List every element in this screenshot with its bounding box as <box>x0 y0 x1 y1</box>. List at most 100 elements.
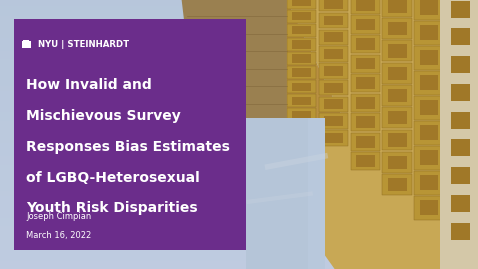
Bar <box>388 89 407 102</box>
Bar <box>319 97 348 112</box>
Bar <box>287 24 316 37</box>
Bar <box>388 22 407 36</box>
Bar <box>292 0 311 6</box>
Bar <box>446 24 476 50</box>
Bar <box>350 94 380 112</box>
Bar <box>319 80 348 95</box>
Bar <box>246 118 308 269</box>
Bar <box>287 66 316 79</box>
Bar <box>420 100 438 115</box>
Bar <box>388 111 407 125</box>
Bar <box>420 150 438 165</box>
Polygon shape <box>182 0 287 121</box>
Bar <box>414 121 444 145</box>
Bar <box>420 50 438 65</box>
Text: March 16, 2022: March 16, 2022 <box>26 231 92 240</box>
Bar <box>451 112 470 129</box>
Bar <box>287 108 316 121</box>
Bar <box>388 66 407 80</box>
Bar <box>382 152 412 173</box>
Bar <box>356 136 375 148</box>
Bar <box>324 66 343 76</box>
Bar <box>319 130 348 146</box>
Bar <box>287 38 316 51</box>
Bar <box>350 0 380 14</box>
Bar <box>414 71 444 95</box>
Bar <box>356 38 375 50</box>
Bar <box>451 84 470 101</box>
Bar <box>388 44 407 58</box>
Bar <box>324 100 343 109</box>
Polygon shape <box>277 0 478 269</box>
Bar <box>451 139 470 156</box>
Bar <box>446 51 476 78</box>
Bar <box>356 19 375 30</box>
Bar <box>440 0 478 269</box>
Bar <box>356 77 375 89</box>
Bar <box>451 167 470 184</box>
Bar <box>292 69 311 77</box>
Bar <box>414 46 444 70</box>
Bar <box>287 80 316 93</box>
Bar <box>414 171 444 195</box>
Bar <box>356 97 375 108</box>
Bar <box>420 200 438 215</box>
Bar <box>414 196 444 220</box>
Bar <box>319 0 348 11</box>
Text: Responses Bias Estimates: Responses Bias Estimates <box>26 140 230 154</box>
Bar <box>350 133 380 151</box>
Bar <box>382 41 412 61</box>
Bar <box>287 0 316 9</box>
Bar <box>350 55 380 73</box>
Text: How Invalid and: How Invalid and <box>26 78 152 92</box>
Bar <box>382 0 412 17</box>
Bar <box>292 83 311 91</box>
Bar <box>292 40 311 48</box>
Polygon shape <box>249 118 325 269</box>
Bar <box>350 74 380 92</box>
Bar <box>287 94 316 107</box>
Polygon shape <box>220 0 344 121</box>
Bar <box>292 26 311 34</box>
Bar <box>420 25 438 40</box>
Bar <box>292 97 311 105</box>
Bar <box>356 116 375 128</box>
Bar <box>22 41 31 48</box>
Bar <box>382 130 412 150</box>
Bar <box>324 16 343 25</box>
Bar <box>446 135 476 161</box>
Bar <box>350 113 380 131</box>
Bar <box>446 107 476 133</box>
Bar <box>382 85 412 106</box>
Text: Mischievous Survey: Mischievous Survey <box>26 109 181 123</box>
Bar <box>356 58 375 69</box>
Bar <box>14 19 246 250</box>
Bar <box>23 40 29 42</box>
Bar <box>446 0 476 22</box>
Bar <box>382 107 412 128</box>
Bar <box>451 223 470 240</box>
Bar <box>414 21 444 45</box>
Bar <box>388 133 407 147</box>
Bar <box>324 32 343 42</box>
Bar <box>382 63 412 84</box>
Bar <box>292 111 311 119</box>
Bar <box>356 0 375 11</box>
Bar <box>350 35 380 53</box>
Bar <box>451 1 470 17</box>
Bar <box>356 155 375 167</box>
Bar <box>446 218 476 244</box>
Bar <box>319 46 348 62</box>
Bar <box>292 54 311 63</box>
Bar <box>324 133 343 143</box>
Bar <box>451 195 470 212</box>
Text: Youth Risk Disparities: Youth Risk Disparities <box>26 201 198 215</box>
Text: of LGBQ-Heterosexual: of LGBQ-Heterosexual <box>26 171 200 185</box>
Bar <box>388 178 407 191</box>
Bar <box>420 175 438 190</box>
Text: Joseph Cimpian: Joseph Cimpian <box>26 212 92 221</box>
Bar <box>324 83 343 93</box>
Bar <box>382 18 412 39</box>
Bar <box>446 190 476 217</box>
Bar <box>319 30 348 45</box>
